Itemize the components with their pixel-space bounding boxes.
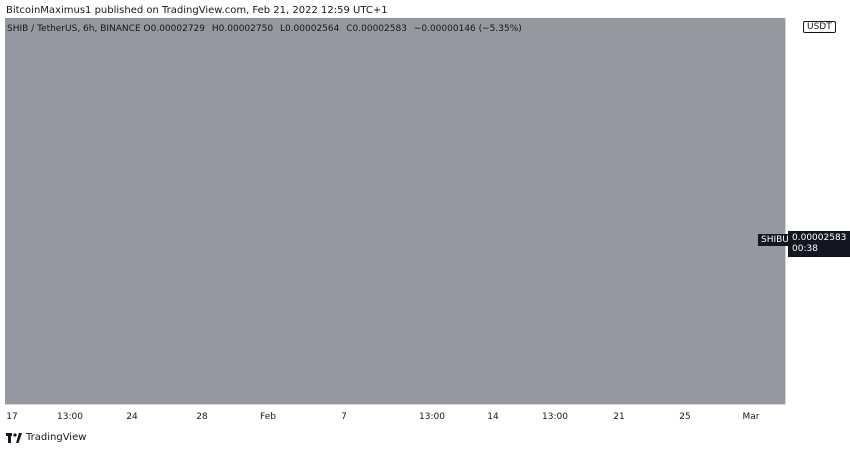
- x-tick-label: 13:00: [542, 412, 568, 422]
- price-axis[interactable]: [785, 18, 850, 404]
- x-tick-label: 28: [196, 412, 208, 422]
- x-tick-label: Feb: [260, 412, 276, 422]
- x-tick-label: 17: [6, 412, 18, 422]
- x-tick-label: 13:00: [419, 412, 445, 422]
- time-axis[interactable]: [5, 404, 785, 425]
- legend-high-label: H: [211, 24, 219, 34]
- legend-high-value: 0.00002750: [218, 24, 274, 34]
- legend-open-value: 0.00002729: [150, 24, 206, 34]
- legend-low-value: 0.00002564: [284, 24, 340, 34]
- footer-brand[interactable]: TradingView: [6, 432, 86, 443]
- ohlc-legend: SHIB / TetherUS, 6h, BINANCE O0.00002729…: [7, 24, 522, 34]
- bar-countdown: 00:38: [792, 244, 818, 254]
- currency-badge[interactable]: USDT: [803, 21, 836, 33]
- legend-low-label: L: [279, 24, 285, 34]
- tradingview-logo-icon: [6, 432, 22, 443]
- candlestick-chart[interactable]: [5, 18, 785, 404]
- x-tick-label: 13:00: [57, 412, 83, 422]
- legend-close-value: 0.00002583: [352, 24, 407, 34]
- chart-pane[interactable]: [5, 18, 785, 404]
- legend-symbol: SHIB / TetherUS, 6h, BINANCE: [7, 24, 141, 34]
- x-tick-label: Mar: [742, 412, 760, 422]
- x-tick-label: 25: [679, 412, 691, 422]
- x-tick-label: 21: [613, 412, 625, 422]
- x-tick-label: 14: [487, 412, 499, 422]
- legend-change: −0.00000146 (−5.35%): [413, 24, 522, 34]
- last-price-value: 0.00002583: [792, 233, 847, 243]
- footer-brand-text: TradingView: [26, 432, 87, 443]
- legend-open-label: O: [143, 24, 151, 34]
- x-tick-label: 7: [341, 412, 347, 422]
- publisher-header: BitcoinMaximus1 published on TradingView…: [6, 5, 388, 16]
- legend-close-label: C: [346, 24, 353, 34]
- last-price-label: 0.00002583 00:38: [788, 231, 850, 257]
- x-tick-label: 24: [126, 412, 138, 422]
